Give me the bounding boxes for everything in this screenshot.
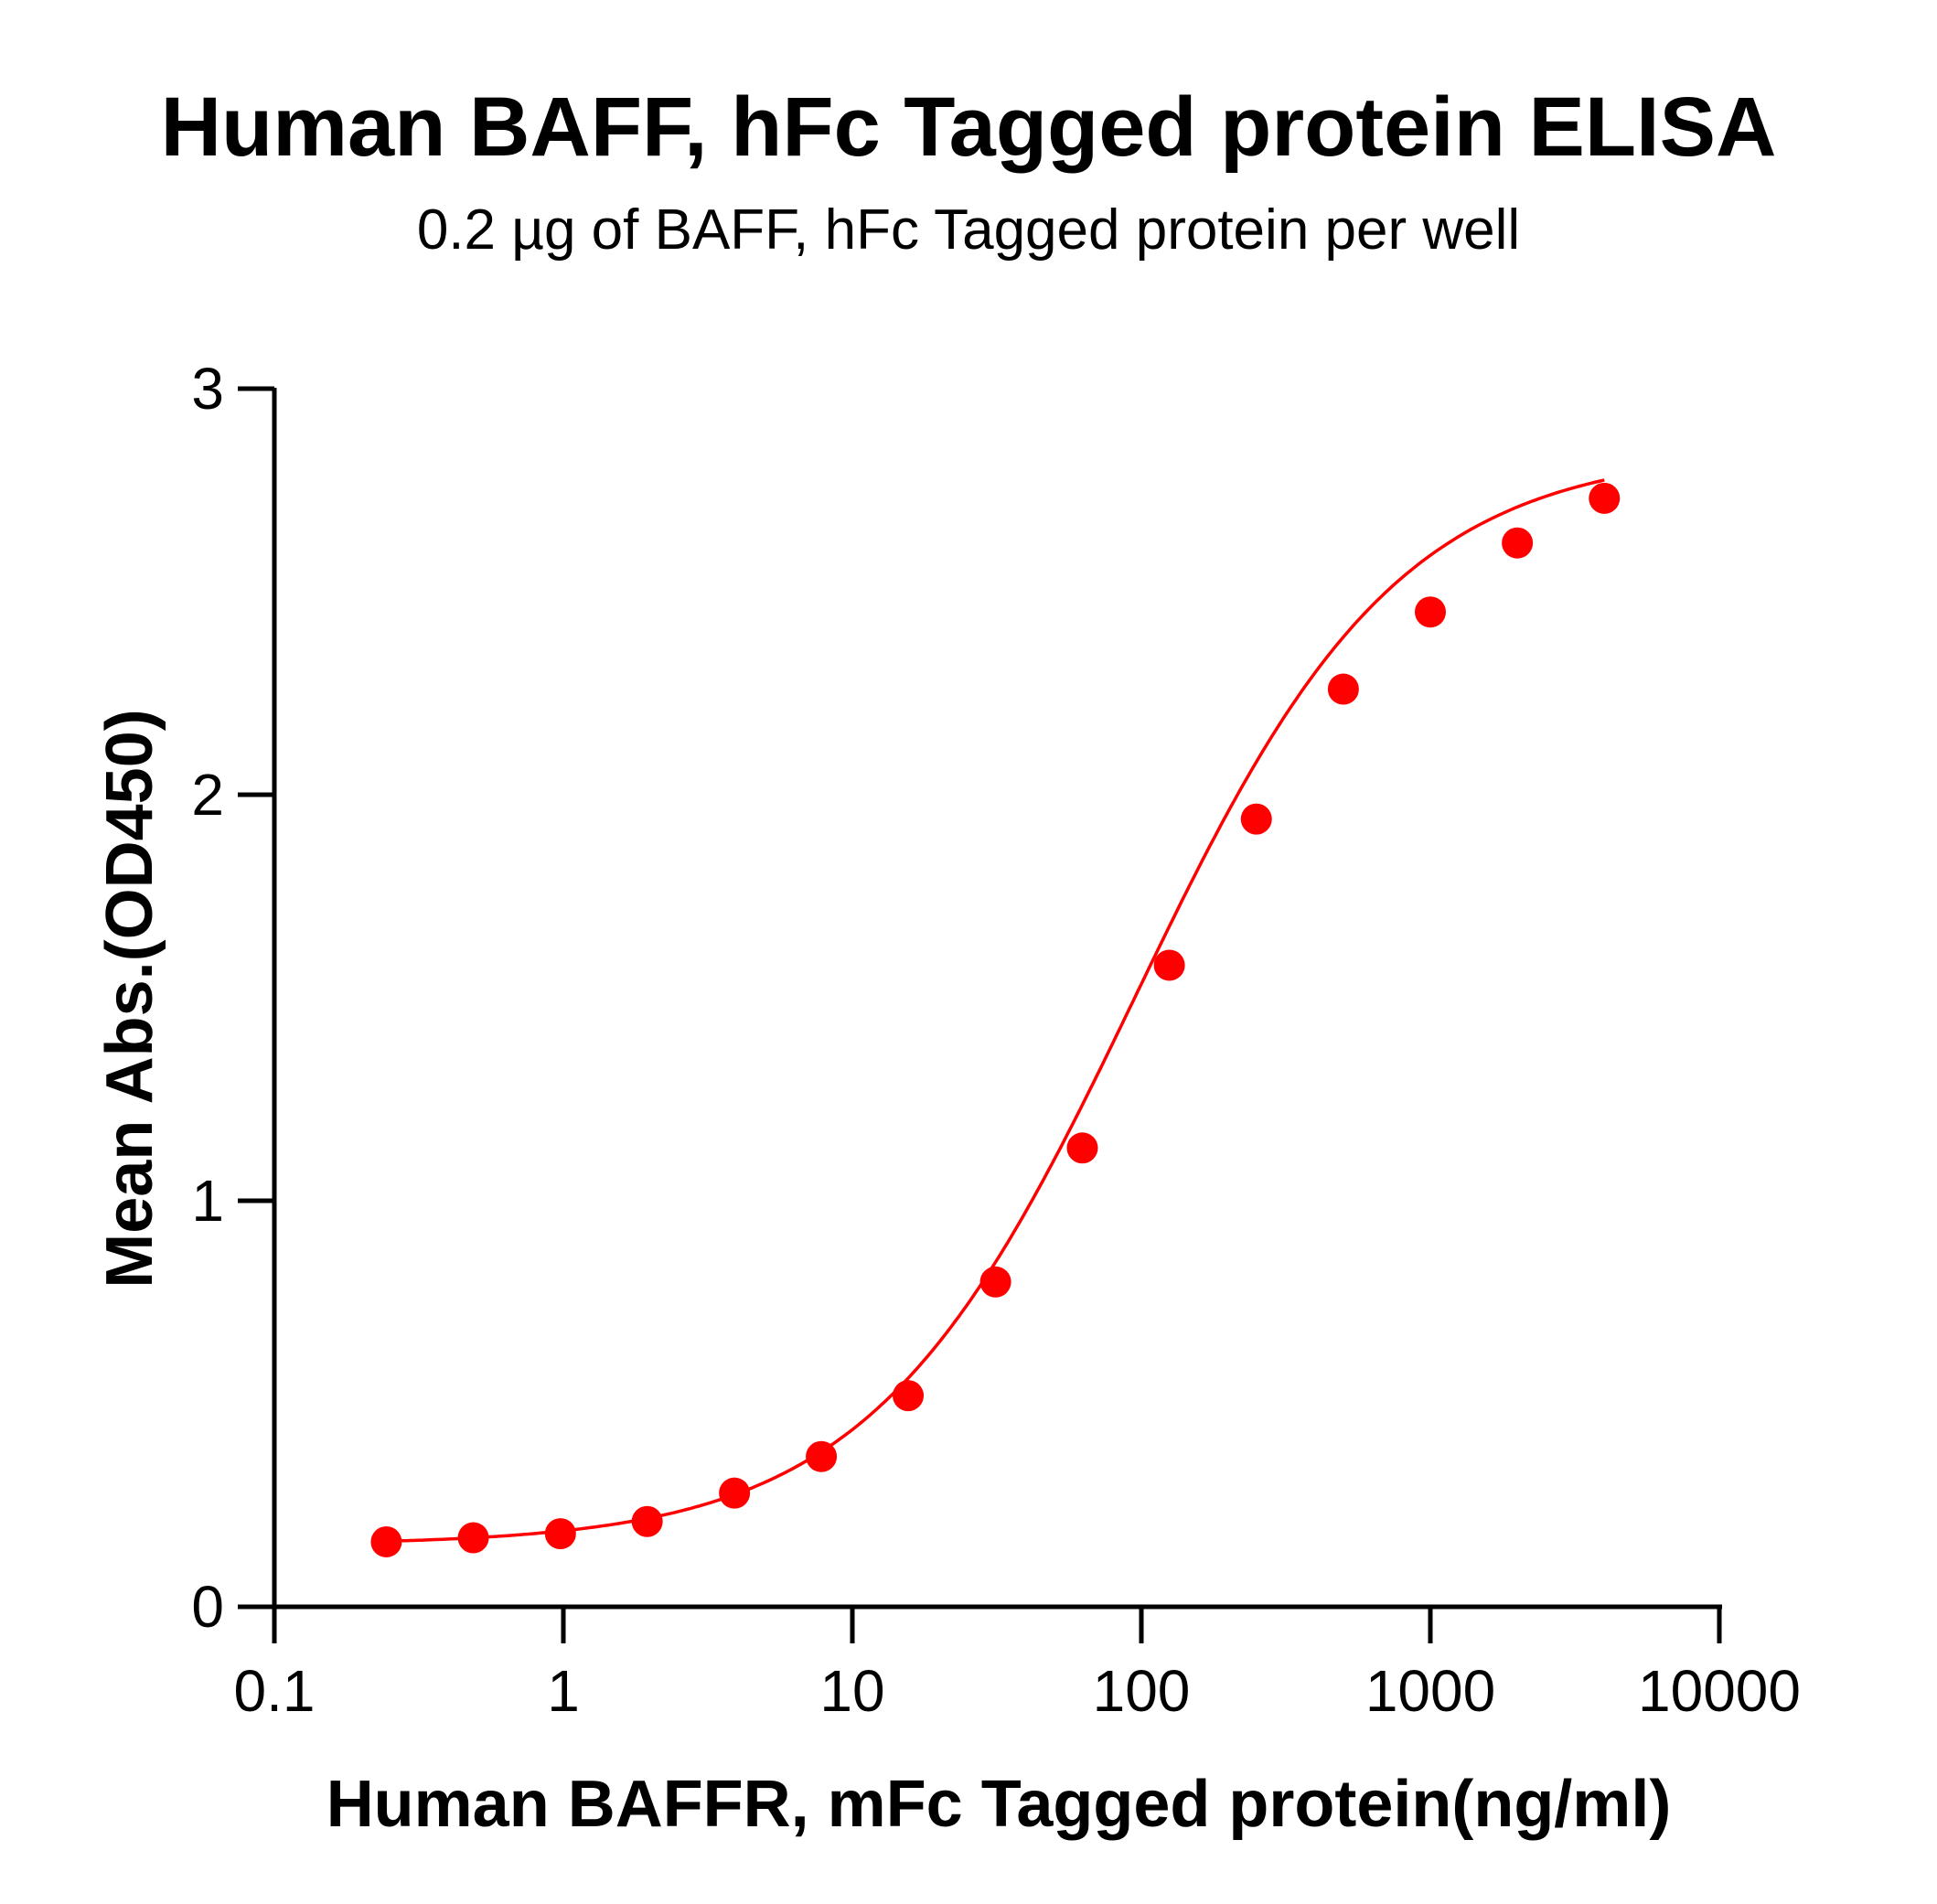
data-point bbox=[719, 1477, 751, 1509]
y-axis-label: Mean Abs.(OD450) bbox=[93, 709, 166, 1288]
data-point bbox=[370, 1525, 402, 1557]
data-point bbox=[1066, 1132, 1098, 1164]
fit-curve-line bbox=[386, 478, 1605, 1544]
chart-subtitle: 0.2 µg of BAFF, hFc Tagged protein per w… bbox=[417, 198, 1520, 262]
data-point bbox=[1153, 949, 1185, 981]
data-point bbox=[1415, 596, 1446, 628]
x-tick-label: 1 bbox=[547, 1658, 580, 1724]
data-point bbox=[979, 1266, 1011, 1298]
x-tick-label: 10 bbox=[819, 1658, 884, 1724]
x-tick-label: 100 bbox=[1093, 1658, 1191, 1724]
data-point bbox=[631, 1505, 663, 1537]
y-tick-label: 0 bbox=[191, 1574, 224, 1640]
y-axis-ticks: 0 1 2 3 bbox=[191, 356, 274, 1640]
data-point bbox=[457, 1522, 489, 1554]
data-point bbox=[1589, 482, 1621, 514]
y-tick-label: 2 bbox=[191, 762, 224, 828]
data-point bbox=[1502, 527, 1534, 559]
x-axis-label: Human BAFFR, mFc Tagged protein(ng/ml) bbox=[326, 1768, 1672, 1841]
data-point bbox=[806, 1440, 838, 1472]
chart-title: Human BAFF, hFc Tagged protein ELISA bbox=[161, 80, 1777, 174]
data-point bbox=[1240, 803, 1272, 835]
data-point bbox=[1327, 673, 1359, 705]
x-tick-label: 10000 bbox=[1638, 1658, 1801, 1724]
data-point bbox=[544, 1518, 576, 1550]
x-axis-ticks: 0.1 1 10 100 1000 10000 bbox=[234, 1607, 1801, 1724]
data-point bbox=[893, 1380, 925, 1412]
plot-area bbox=[370, 478, 1621, 1557]
y-tick-label: 3 bbox=[191, 356, 224, 422]
y-tick-label: 1 bbox=[191, 1168, 224, 1234]
x-tick-label: 1000 bbox=[1365, 1658, 1495, 1724]
x-tick-label: 0.1 bbox=[234, 1658, 316, 1724]
